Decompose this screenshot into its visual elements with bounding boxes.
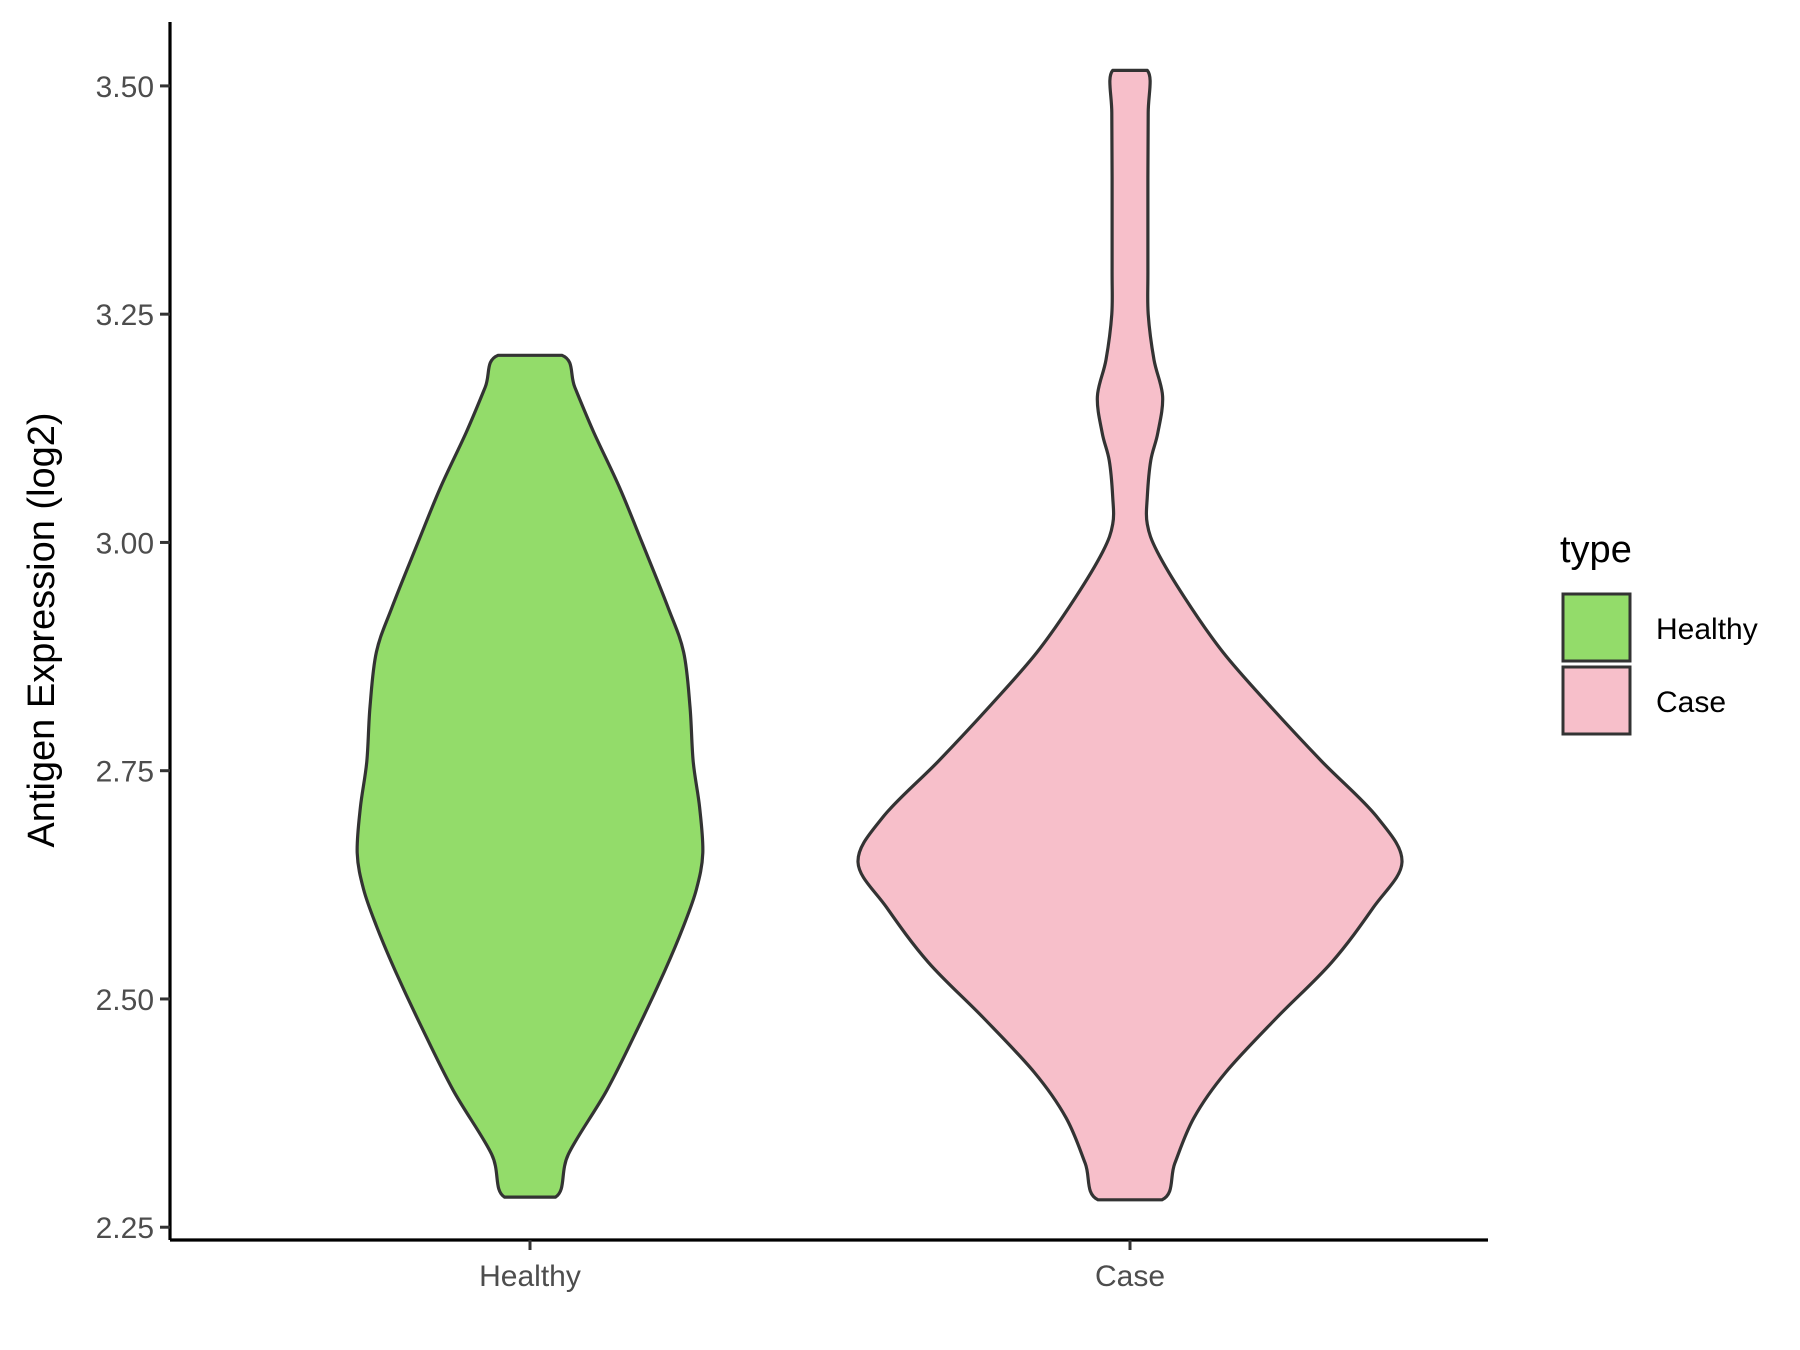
legend-key-healthy: [1561, 592, 1632, 663]
y-tick-label: 3.50: [96, 71, 154, 104]
legend-title: type: [1560, 529, 1632, 571]
y-tick-label: 2.75: [96, 756, 154, 789]
y-axis-title: Antigen Expression (log2): [21, 412, 63, 847]
x-tick-label: Healthy: [479, 1260, 581, 1293]
y-tick-label: 3.00: [96, 527, 154, 560]
legend: type Healthy Case: [1560, 529, 1758, 736]
axes-layer: 2.25 2.50 2.75 3.00 3.25 3.50 Healthy Case: [96, 22, 1488, 1293]
violin-healthy: [355, 353, 705, 1199]
y-tick-label: 2.50: [96, 984, 154, 1017]
x-tick-label: Case: [1095, 1260, 1165, 1293]
legend-label-healthy: Healthy: [1656, 613, 1758, 646]
legend-key-case: [1561, 665, 1632, 736]
y-tick-label: 2.25: [96, 1212, 154, 1245]
violin-case: [856, 68, 1404, 1202]
legend-label-case: Case: [1656, 686, 1726, 719]
violin-layer: [355, 68, 1404, 1202]
y-tick-label: 3.25: [96, 299, 154, 332]
